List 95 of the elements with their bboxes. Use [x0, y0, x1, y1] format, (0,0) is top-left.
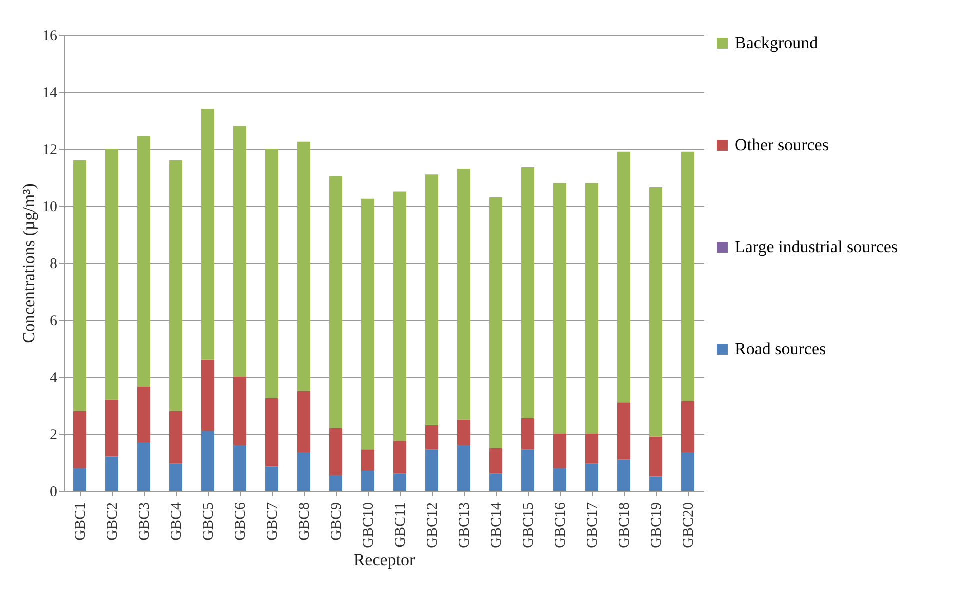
bar — [266, 149, 278, 398]
y-tick-label: 0 — [50, 484, 58, 500]
bar — [650, 476, 662, 491]
bar — [458, 168, 470, 420]
bar — [170, 411, 182, 464]
bar — [682, 452, 694, 491]
bar — [362, 450, 374, 472]
x-tick-label: GBC5 — [201, 502, 217, 541]
x-tick-label: GBC9 — [329, 502, 345, 541]
x-tick-label: GBC11 — [393, 502, 409, 548]
bar — [490, 197, 502, 448]
bar — [426, 174, 438, 426]
bar — [138, 386, 150, 443]
x-tick-label: GBC18 — [617, 502, 633, 548]
bar — [522, 418, 534, 450]
bar — [138, 136, 150, 387]
bar — [554, 434, 566, 468]
y-tick-label: 8 — [50, 256, 58, 272]
bar — [266, 466, 278, 491]
bar — [554, 183, 566, 434]
x-tick-label: GBC20 — [681, 502, 697, 548]
bar — [330, 428, 342, 476]
x-tick-label: GBC19 — [649, 502, 665, 548]
bar — [586, 434, 598, 464]
x-tick-label: GBC4 — [169, 502, 185, 541]
bar — [330, 475, 342, 491]
bar — [106, 400, 118, 457]
bar — [650, 436, 662, 477]
bar — [298, 142, 310, 392]
x-tick-label: GBC1 — [73, 502, 89, 541]
x-tick-label: GBC3 — [137, 502, 153, 541]
bar — [74, 411, 86, 468]
bar — [330, 176, 342, 428]
x-axis-title: Receptor — [354, 550, 416, 570]
bar — [234, 445, 246, 491]
bar — [458, 420, 470, 446]
y-tick-label: 14 — [42, 86, 58, 102]
x-tick-label: GBC6 — [233, 502, 249, 541]
bar — [106, 149, 118, 400]
bar — [522, 168, 534, 418]
legend-label: Background — [735, 34, 819, 52]
bar — [106, 456, 118, 491]
x-tick-label: GBC2 — [105, 502, 121, 541]
bar — [490, 448, 502, 474]
x-tick-label: GBC13 — [457, 502, 473, 548]
legend-label: Large industrial sources — [735, 238, 898, 256]
bar — [266, 398, 278, 467]
bar — [298, 452, 310, 491]
x-tick-label: GBC16 — [553, 502, 569, 548]
bar — [618, 460, 630, 491]
bar — [202, 431, 214, 491]
y-tick-label: 2 — [50, 428, 58, 444]
bar — [426, 450, 438, 491]
bar — [682, 401, 694, 453]
bar — [682, 152, 694, 402]
x-tick-label: GBC15 — [521, 502, 537, 548]
x-tick-label: GBC17 — [585, 502, 601, 548]
bar — [170, 160, 182, 412]
bar — [650, 187, 662, 437]
bar — [202, 360, 214, 432]
bar — [234, 126, 246, 377]
bar — [586, 183, 598, 434]
bar — [618, 152, 630, 403]
bar — [554, 468, 566, 491]
bar — [394, 192, 406, 442]
bar — [170, 464, 182, 491]
legend-label: Road sources — [735, 340, 826, 358]
bar — [74, 160, 86, 412]
bar — [138, 442, 150, 491]
bar — [586, 464, 598, 491]
bar — [394, 441, 406, 474]
bar — [362, 471, 374, 491]
x-tick-label: GBC12 — [425, 502, 441, 548]
y-tick-label: 4 — [50, 370, 58, 386]
bar — [490, 474, 502, 491]
bar — [458, 445, 470, 491]
x-tick-label: GBC8 — [297, 502, 313, 541]
legend-label: Other sources — [735, 136, 829, 154]
bar — [426, 425, 438, 450]
x-tick-label: GBC14 — [489, 502, 505, 548]
x-tick-label: GBC10 — [361, 502, 377, 548]
y-tick-label: 6 — [50, 314, 58, 330]
bar — [74, 468, 86, 491]
bar — [202, 109, 214, 360]
bar — [362, 198, 374, 450]
y-tick-label: 10 — [42, 200, 58, 216]
y-axis-title: Concentrations (µg/m³) — [20, 184, 38, 344]
bar — [298, 391, 310, 453]
y-tick-label: 12 — [42, 142, 58, 158]
bar — [522, 450, 534, 491]
bar — [394, 474, 406, 491]
bar — [618, 402, 630, 460]
bar — [234, 377, 246, 446]
y-tick-label: 16 — [42, 28, 58, 44]
x-tick-label: GBC7 — [265, 502, 281, 541]
